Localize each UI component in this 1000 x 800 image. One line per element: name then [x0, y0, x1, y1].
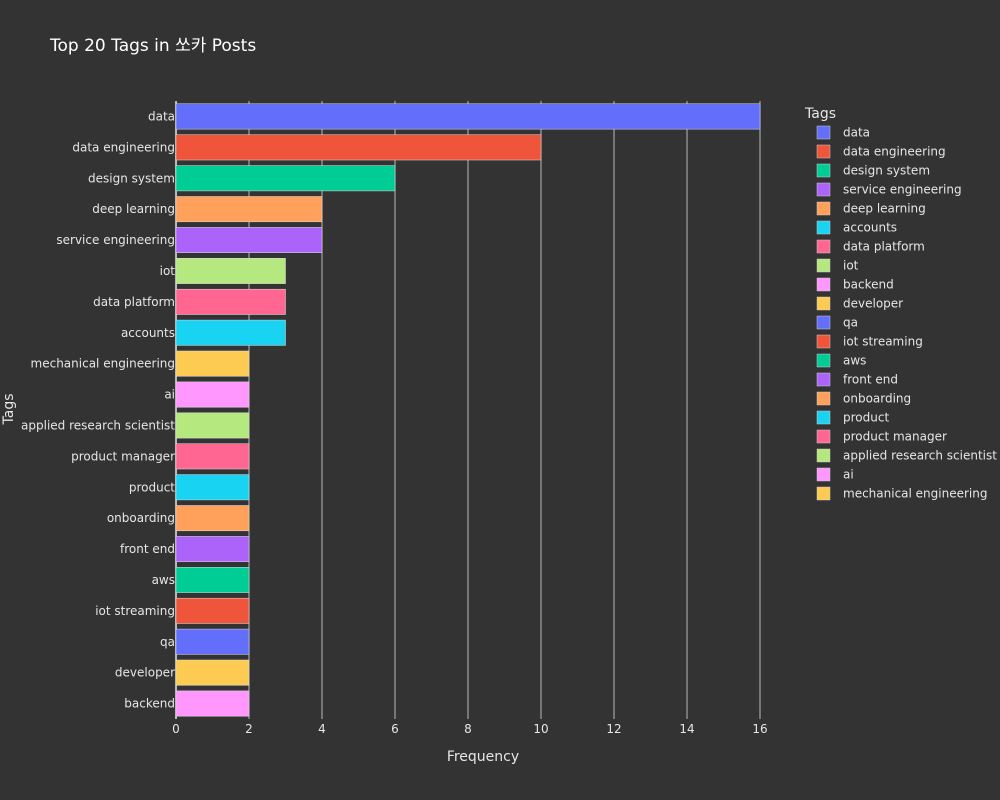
- x-tick-label: 12: [606, 722, 621, 736]
- bars: [175, 103, 761, 717]
- bar: [175, 319, 286, 346]
- legend-swatch: [816, 182, 831, 197]
- bar: [175, 412, 250, 439]
- legend-swatch: [816, 239, 831, 254]
- bar: [175, 165, 396, 192]
- legend-item-label: deep learning: [843, 202, 926, 216]
- y-tick-label: product manager: [71, 449, 175, 463]
- y-axis-title: Tags: [1, 394, 17, 426]
- x-tick-label: 4: [318, 722, 326, 736]
- x-tick-label: 16: [752, 722, 767, 736]
- legend-swatch: [816, 353, 831, 368]
- legend-swatch: [816, 486, 831, 501]
- legend-swatch: [816, 201, 831, 216]
- legend-item-label: data platform: [843, 240, 925, 254]
- legend-swatch: [816, 448, 831, 463]
- legend-item-label: data engineering: [843, 145, 946, 159]
- bar: [175, 103, 761, 130]
- bar: [175, 505, 250, 532]
- legend-swatch: [816, 277, 831, 292]
- x-tick-label: 14: [679, 722, 694, 736]
- legend-item-label: mechanical engineering: [843, 487, 987, 501]
- grid-lines: [175, 101, 761, 719]
- y-tick-label: backend: [124, 697, 175, 711]
- legend-swatch: [816, 220, 831, 235]
- legend: Tags data data engineering design system se…: [804, 106, 997, 501]
- bar: [175, 628, 250, 655]
- bar: [175, 567, 250, 593]
- bar: [175, 597, 250, 624]
- y-tick-label: applied research scientist: [21, 418, 175, 432]
- legend-item-label: data: [843, 126, 870, 140]
- legend-swatch: [816, 144, 831, 159]
- x-axis-title: Frequency: [447, 749, 519, 765]
- legend-swatch: [816, 334, 831, 349]
- y-tick-label: design system: [88, 171, 175, 185]
- y-tick-labels: data data engineering design system deep le…: [21, 109, 175, 710]
- bar: [175, 134, 542, 161]
- legend-item-label: iot streaming: [843, 335, 923, 349]
- bar: [175, 288, 286, 315]
- y-tick-label: front end: [120, 542, 175, 556]
- legend-item-label: applied research scientist: [843, 449, 997, 463]
- bar: [175, 659, 250, 686]
- y-tick-label: developer: [115, 666, 175, 680]
- y-tick-label: iot streaming: [95, 604, 175, 618]
- legend-swatch: [816, 296, 831, 311]
- legend-swatch: [816, 391, 831, 406]
- y-tick-label: data engineering: [72, 140, 175, 154]
- x-tick-labels: 0 2 4 6 8 10 12 14 16: [172, 722, 767, 736]
- legend-swatch: [816, 315, 831, 330]
- legend-item-label: ai: [843, 468, 854, 482]
- y-tick-label: data platform: [93, 295, 175, 309]
- legend-item-label: developer: [843, 297, 903, 311]
- legend-item-label: service engineering: [843, 183, 962, 197]
- legend-swatch: [816, 163, 831, 178]
- y-tick-label: product: [129, 480, 175, 494]
- legend-swatch: [816, 372, 831, 387]
- y-tick-label: aws: [152, 573, 175, 587]
- x-tick-label: 0: [172, 722, 180, 736]
- y-tick-label: mechanical engineering: [31, 357, 175, 371]
- y-tick-label: deep learning: [92, 202, 175, 216]
- legend-swatch: [816, 125, 831, 140]
- bar: [175, 350, 250, 377]
- y-tick-label: iot: [160, 264, 176, 278]
- y-tick-label: accounts: [121, 326, 175, 340]
- legend-item-label: product: [843, 411, 889, 425]
- legend-item-label: product manager: [843, 430, 947, 444]
- legend-item-label: onboarding: [843, 392, 911, 406]
- bar: [175, 227, 323, 253]
- legend-item-label: iot: [843, 259, 859, 273]
- legend-swatch: [816, 467, 831, 482]
- x-tick-label: 6: [391, 722, 399, 736]
- legend-item-label: backend: [843, 278, 894, 292]
- legend-item-label: qa: [843, 316, 858, 330]
- legend-swatch: [816, 429, 831, 444]
- x-tick-label: 8: [464, 722, 472, 736]
- y-tick-label: service engineering: [56, 233, 175, 247]
- bar: [175, 196, 323, 223]
- bar: [175, 381, 250, 408]
- legend-item-label: accounts: [843, 221, 897, 235]
- bar: [175, 474, 250, 501]
- legend-swatch: [816, 258, 831, 273]
- bar: [175, 690, 250, 717]
- bar: [175, 536, 250, 562]
- y-tick-label: ai: [164, 388, 175, 402]
- x-tick-label: 2: [245, 722, 253, 736]
- bar: [175, 258, 286, 284]
- y-tick-label: onboarding: [107, 511, 175, 525]
- legend-title: Tags: [804, 106, 836, 122]
- chart-title: Top 20 Tags in 쏘카 Posts: [49, 36, 256, 56]
- y-tick-label: data: [148, 109, 175, 123]
- legend-swatch: [816, 410, 831, 425]
- legend-item-label: design system: [843, 164, 930, 178]
- y-tick-label: qa: [160, 635, 175, 649]
- legend-item-label: aws: [843, 354, 866, 368]
- legend-item-label: front end: [843, 373, 898, 387]
- bar: [175, 443, 250, 470]
- x-tick-label: 10: [533, 722, 548, 736]
